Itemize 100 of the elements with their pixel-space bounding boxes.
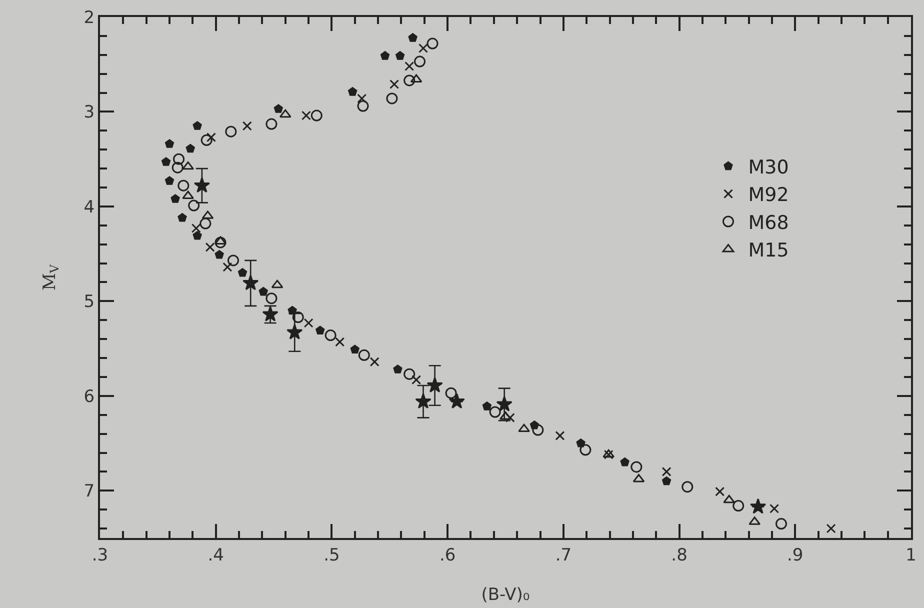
legend-label: M15 bbox=[748, 240, 789, 262]
point bbox=[172, 162, 184, 174]
point bbox=[188, 200, 200, 212]
y-tick-label: 5 bbox=[84, 292, 95, 312]
y-tick-label: 3 bbox=[84, 102, 95, 123]
point bbox=[770, 504, 780, 514]
point bbox=[386, 92, 398, 104]
point bbox=[186, 144, 195, 153]
x-tick-label: 1 bbox=[906, 545, 916, 566]
point bbox=[715, 486, 725, 496]
point bbox=[242, 274, 259, 290]
y-tick-label: 6 bbox=[84, 386, 95, 407]
point bbox=[489, 406, 501, 418]
point bbox=[238, 268, 248, 277]
point bbox=[396, 51, 405, 60]
point bbox=[620, 457, 630, 466]
point bbox=[414, 56, 426, 68]
point bbox=[161, 157, 171, 166]
point bbox=[415, 393, 432, 409]
point bbox=[304, 318, 314, 328]
point bbox=[408, 33, 418, 42]
point bbox=[182, 190, 194, 200]
point bbox=[750, 498, 766, 514]
point bbox=[266, 118, 278, 130]
point bbox=[214, 236, 226, 244]
point bbox=[182, 161, 194, 170]
point bbox=[448, 393, 465, 409]
point bbox=[178, 213, 187, 222]
point bbox=[316, 326, 325, 335]
point bbox=[194, 177, 210, 193]
point bbox=[426, 38, 438, 50]
point bbox=[393, 364, 402, 374]
point bbox=[482, 402, 492, 410]
point bbox=[258, 286, 268, 296]
point bbox=[390, 80, 400, 90]
point bbox=[164, 176, 174, 185]
point bbox=[496, 396, 512, 412]
point bbox=[214, 250, 224, 259]
point bbox=[222, 262, 232, 272]
point bbox=[242, 121, 252, 131]
point bbox=[826, 524, 836, 534]
point bbox=[191, 223, 201, 233]
point bbox=[370, 357, 380, 367]
point bbox=[348, 87, 358, 96]
point bbox=[518, 424, 530, 432]
point bbox=[662, 466, 672, 476]
point bbox=[723, 494, 736, 504]
x-tick-label: .6 bbox=[439, 545, 456, 566]
point bbox=[682, 481, 694, 493]
point bbox=[173, 153, 185, 165]
x-tick-label: .9 bbox=[787, 545, 804, 566]
point bbox=[266, 292, 278, 304]
point bbox=[357, 94, 367, 104]
point bbox=[576, 438, 586, 448]
y-tick-label: 7 bbox=[84, 482, 95, 502]
point bbox=[310, 110, 322, 122]
point bbox=[301, 110, 311, 120]
point bbox=[164, 139, 174, 148]
point bbox=[350, 344, 360, 354]
legend-label: M92 bbox=[748, 184, 789, 206]
point bbox=[418, 44, 428, 54]
point bbox=[279, 109, 292, 118]
point bbox=[630, 461, 642, 473]
point bbox=[380, 51, 390, 60]
point bbox=[286, 324, 303, 340]
point bbox=[532, 424, 544, 436]
x-tick-label: .4 bbox=[208, 545, 224, 566]
legend-label: M30 bbox=[748, 156, 789, 179]
point bbox=[292, 312, 304, 324]
point bbox=[358, 349, 370, 361]
point bbox=[274, 104, 283, 113]
point bbox=[225, 126, 237, 138]
x-tick-label: .7 bbox=[555, 545, 572, 566]
point bbox=[410, 74, 422, 83]
x-tick-label: .8 bbox=[671, 545, 688, 566]
point bbox=[555, 430, 565, 440]
point bbox=[412, 375, 422, 385]
y-tick-label: 2 bbox=[84, 8, 95, 28]
point bbox=[775, 518, 787, 530]
point bbox=[500, 412, 512, 420]
point bbox=[170, 194, 180, 203]
point bbox=[404, 74, 416, 86]
x-tick-label: .5 bbox=[324, 545, 340, 566]
point bbox=[662, 476, 672, 486]
point bbox=[200, 218, 212, 230]
y-tick-label: 4 bbox=[84, 197, 95, 218]
point bbox=[206, 132, 216, 142]
point bbox=[404, 368, 416, 380]
point bbox=[324, 330, 336, 342]
point bbox=[732, 500, 744, 512]
point bbox=[335, 337, 345, 347]
x-axis-title: (B-V)₀ bbox=[481, 585, 530, 605]
point bbox=[227, 254, 239, 266]
point bbox=[426, 377, 443, 392]
point bbox=[580, 444, 592, 456]
point bbox=[200, 134, 212, 146]
point bbox=[505, 412, 515, 422]
point bbox=[214, 236, 226, 248]
point bbox=[445, 387, 457, 399]
point bbox=[357, 100, 369, 112]
